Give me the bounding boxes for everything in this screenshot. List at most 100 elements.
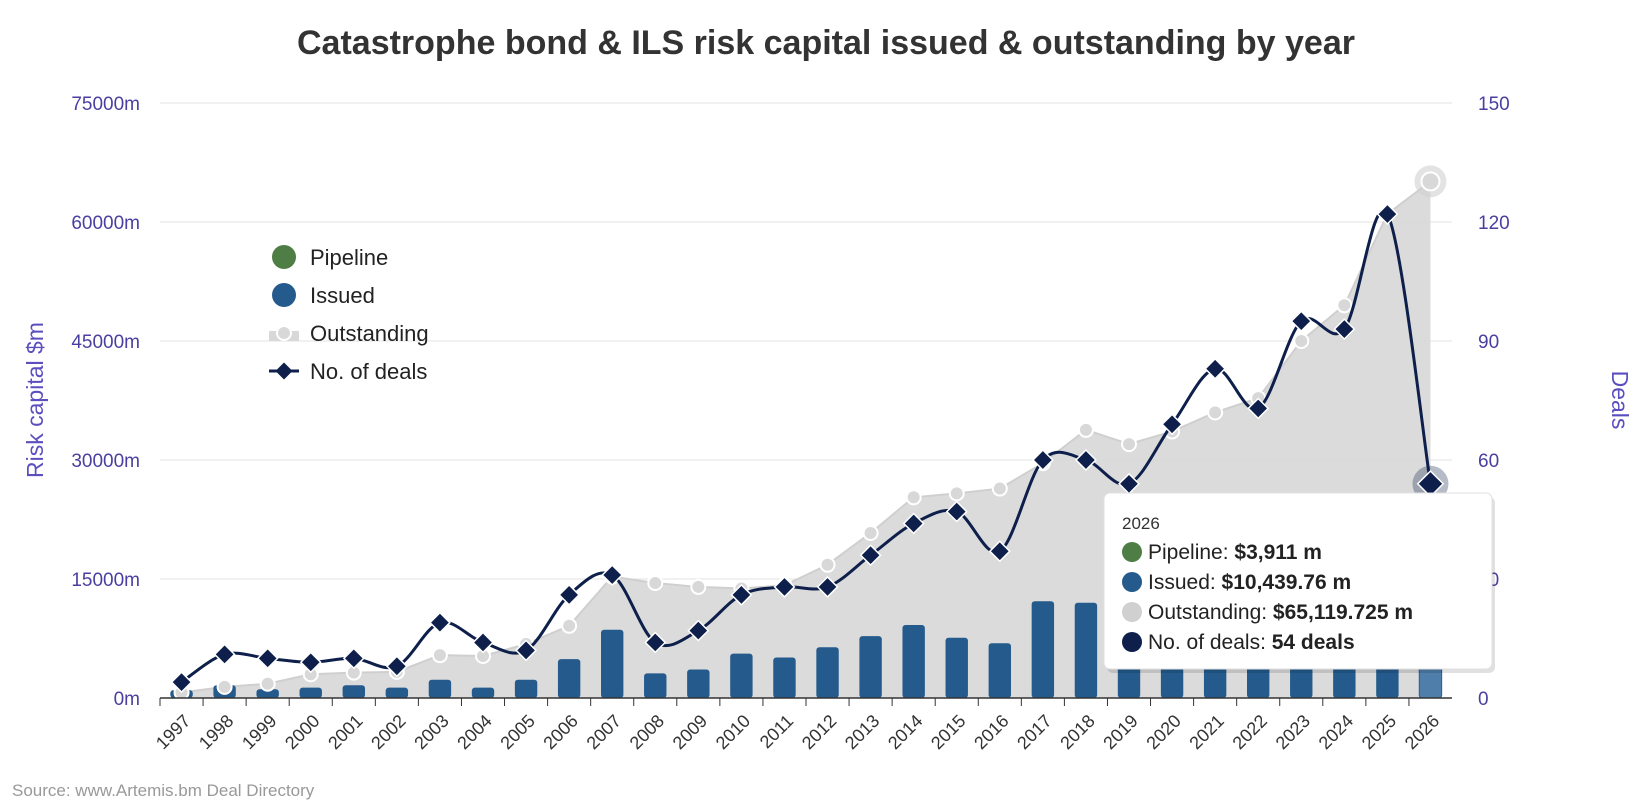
issued-bar <box>385 687 409 698</box>
issued-bar <box>299 687 322 698</box>
outstanding-point <box>948 485 965 502</box>
outstanding-point <box>1293 333 1310 349</box>
y2-tick-label: 90 <box>1478 332 1499 353</box>
issued-bar <box>1074 602 1098 698</box>
x-tick-label: 1999 <box>238 711 280 753</box>
outstanding-point <box>259 675 276 692</box>
x-tick-label: 2019 <box>1099 711 1141 753</box>
issued-bar <box>988 643 1011 698</box>
deals-point <box>385 655 408 678</box>
deals-line-path <box>180 209 1432 684</box>
tooltip-symbol <box>1122 572 1142 592</box>
tooltip-row-value: $10,439.76 m <box>1222 571 1352 594</box>
x-tick-label: 2017 <box>1013 711 1055 753</box>
issued-bar <box>859 636 882 698</box>
y-tick-label: 30000m <box>71 451 140 472</box>
deals-point <box>1290 310 1313 333</box>
tooltip-row-value: $3,911 m <box>1234 541 1322 564</box>
deals-point <box>1247 397 1270 420</box>
legend-label: Outstanding <box>310 321 429 346</box>
outstanding-point <box>216 678 233 695</box>
x-tick-label: 2002 <box>367 711 409 753</box>
x-tick-label: 2005 <box>496 711 538 753</box>
outstanding-point <box>1336 297 1353 314</box>
tooltip-year: 2026 <box>1122 514 1160 533</box>
deals-point <box>1031 449 1054 471</box>
deals-point <box>1333 318 1356 341</box>
x-tick-label: 2010 <box>712 711 754 753</box>
x-tick-label: 2003 <box>410 711 452 753</box>
deals-point <box>515 639 538 662</box>
deals-line <box>170 165 1449 701</box>
deals-point <box>256 647 279 670</box>
legend-label: Issued <box>310 283 375 308</box>
deals-point <box>342 647 365 670</box>
legend-label: No. of deals <box>310 359 427 384</box>
x-tick-label: 2007 <box>583 711 625 753</box>
deals-point <box>644 631 667 654</box>
x-tick-label: 1997 <box>152 711 194 753</box>
issued-bar <box>471 687 495 698</box>
issued-bar <box>773 657 796 698</box>
deals-point <box>816 575 839 598</box>
x-tick-label: 2020 <box>1142 711 1184 753</box>
tooltip-row-label: Pipeline: <box>1148 541 1234 564</box>
x-tick-label: 2008 <box>626 711 668 753</box>
tooltip-row: Pipeline: $3,911 m <box>1148 541 1322 564</box>
deals-point <box>730 583 753 606</box>
tooltip-row: No. of deals: 54 deals <box>1148 631 1355 654</box>
outstanding-point <box>431 647 448 664</box>
outstanding-point <box>819 556 836 573</box>
tooltip-box <box>1103 492 1493 670</box>
deals-point <box>299 651 322 674</box>
x-tick-label: 2014 <box>884 711 926 753</box>
tooltip-row-label: Issued: <box>1148 571 1222 594</box>
issued-bar <box>428 679 452 698</box>
x-tick-label: 2001 <box>324 711 366 753</box>
issued-bar <box>687 669 710 698</box>
legend-symbol <box>272 245 296 269</box>
x-tick-label: 2011 <box>756 711 798 753</box>
deals-point <box>1416 470 1445 498</box>
outstanding-point <box>1077 421 1094 438</box>
deals-point <box>428 611 451 634</box>
legend: Pipeline Issued Outstanding No. of deals <box>269 245 429 384</box>
y-tick-label: 60000m <box>71 213 140 234</box>
y2-axis-title: Deals <box>1607 371 1633 430</box>
issued-bar <box>557 659 581 698</box>
deals-point <box>902 512 925 535</box>
x-tick-label: 2000 <box>281 711 323 753</box>
deals-point <box>472 631 494 654</box>
outstanding-point <box>561 617 578 634</box>
issued-bar <box>730 653 753 698</box>
outstanding-point <box>690 578 707 595</box>
outstanding-point <box>1420 171 1441 192</box>
x-tick-label: 2012 <box>798 711 840 753</box>
deals-point <box>1118 472 1140 495</box>
tooltip-row: Outstanding: $65,119.725 m <box>1148 601 1413 624</box>
x-tick-label: 2009 <box>669 711 711 753</box>
tooltip-symbol <box>1122 632 1142 652</box>
legend-label: Pipeline <box>310 245 388 270</box>
x-tick-label: 2006 <box>540 711 582 753</box>
issued-bar <box>816 647 839 698</box>
chart-title: Catastrophe bond & ILS risk capital issu… <box>297 24 1355 62</box>
x-tick-label: 2026 <box>1401 711 1443 753</box>
deals-point <box>558 583 581 606</box>
deals-point <box>773 575 796 598</box>
x-tick-label: 2018 <box>1056 711 1098 753</box>
x-tick-label: 2022 <box>1229 711 1271 753</box>
y2-tick-label: 0 <box>1478 689 1489 710</box>
x-tick-label: 2025 <box>1358 711 1400 753</box>
deals-point <box>687 619 710 642</box>
x-tick-label: 2016 <box>970 711 1012 753</box>
deals-point <box>213 643 236 666</box>
tooltip: 2026 Pipeline: $3,911 m Issued: $10,439.76… <box>1103 492 1495 673</box>
x-tick-label: 2024 <box>1315 711 1357 753</box>
outstanding-point <box>862 524 879 541</box>
tooltip-row: Issued: $10,439.76 m <box>1148 571 1351 594</box>
outstanding-point <box>1121 436 1137 453</box>
deals-point <box>1376 203 1399 226</box>
